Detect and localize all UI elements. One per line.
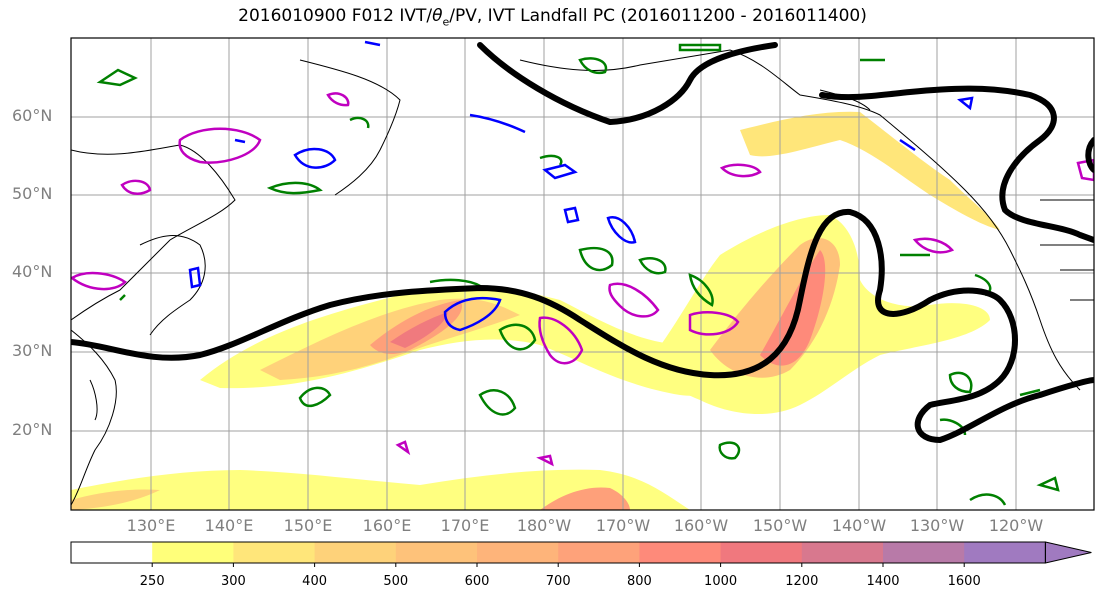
colorbar-tick-label: 1600	[947, 574, 981, 589]
colorbar-tick-label: 700	[545, 574, 571, 589]
lon-label-180w: 180°W	[516, 516, 572, 535]
colorbar-tick-label: 600	[464, 574, 490, 589]
lon-label-170e: 170°E	[440, 516, 490, 535]
colorbar-tick-label: 1000	[704, 574, 738, 589]
colorbar-segment	[71, 542, 153, 563]
lon-label-160w: 160°W	[673, 516, 729, 535]
ivt-band-southwest	[71, 489, 160, 510]
colorbar-segment	[314, 542, 397, 563]
lon-label-130e: 130°E	[126, 516, 176, 535]
colorbar-segment	[883, 542, 965, 563]
colorbar-segment	[964, 542, 1046, 563]
colorbar-segment	[395, 542, 478, 563]
theta-e-contours	[96, 43, 1060, 506]
map-title: 2016010900 F012 IVT/θe/PV, IVT Landfall …	[238, 6, 867, 29]
colorbar-tick-label: 500	[383, 574, 409, 589]
colorbar-segment	[477, 542, 559, 563]
colorbar-segment	[720, 542, 803, 563]
colorbar-segment	[558, 542, 640, 563]
colorbar-tick-label: 400	[302, 574, 328, 589]
lon-label-150w: 150°W	[752, 516, 808, 535]
ivt-core-west-2	[390, 312, 448, 348]
ivt-band-south	[71, 469, 690, 510]
colorbar-tick-label: 800	[626, 574, 652, 589]
lat-label-60n: 60°N	[12, 106, 53, 125]
graticule	[71, 38, 1094, 510]
dynamic-tropopause-contour	[71, 42, 1094, 444]
pv-contours-blue	[188, 40, 974, 332]
colorbar-segment	[801, 542, 884, 563]
lon-label-160e: 160°E	[362, 516, 412, 535]
lat-label-50n: 50°N	[12, 184, 53, 203]
lat-label-40n: 40°N	[12, 262, 53, 281]
colorbar-extend-arrow	[1044, 541, 1092, 564]
colorbar-tick-label: 300	[220, 574, 246, 589]
colorbar-tick-label: 250	[139, 574, 165, 589]
map-frame	[70, 37, 1095, 511]
colorbar-tick-label: 1200	[785, 574, 819, 589]
lon-label-150e: 150°E	[283, 516, 333, 535]
lat-label-20n: 20°N	[12, 420, 53, 439]
colorbar-tick-label: 1400	[866, 574, 900, 589]
colorbar-segment	[233, 542, 316, 563]
lon-label-170w: 170°W	[595, 516, 651, 535]
lon-label-140w: 140°W	[831, 516, 887, 535]
lon-label-130w: 130°W	[909, 516, 965, 535]
colorbar-segment	[152, 542, 234, 563]
ivt-core-east	[760, 250, 826, 366]
lon-label-140e: 140°E	[204, 516, 254, 535]
lat-label-30n: 30°N	[12, 341, 53, 360]
ivt-core-south	[540, 487, 630, 510]
ivt-band-alaska	[740, 111, 1000, 230]
colorbar	[70, 541, 1092, 567]
colorbar-segment	[639, 542, 722, 563]
lon-label-120w: 120°W	[988, 516, 1044, 535]
coastlines	[71, 49, 1094, 506]
